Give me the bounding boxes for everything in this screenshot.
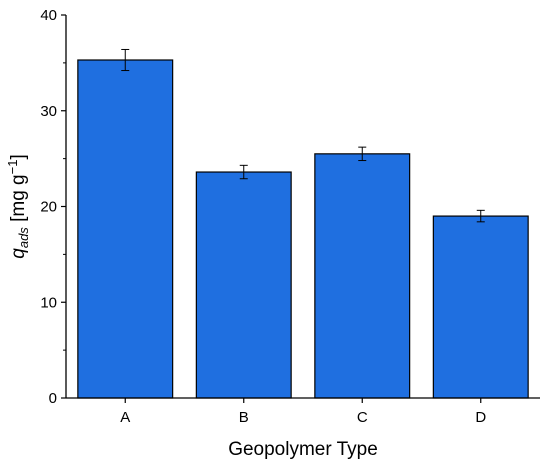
bar-D [432, 215, 529, 399]
error-bar-A [121, 48, 130, 72]
x-tick-label-D: D [475, 409, 486, 426]
y-tick-label-40: 40 [40, 7, 57, 24]
error-bar-B [239, 164, 248, 180]
error-bars [121, 48, 485, 223]
y-tick-label-30: 30 [40, 103, 57, 120]
x-axis-title: Geopolymer Type [228, 439, 378, 460]
y-axis-superscript: −1 [5, 160, 20, 175]
y-axis-subscript: ads [16, 227, 31, 248]
y-tick-label-20: 20 [40, 199, 57, 216]
y-axis-ticks: 0 10 20 30 40 [40, 7, 66, 407]
x-tick-label-A: A [120, 409, 130, 426]
error-bar-D [476, 209, 485, 223]
y-tick-label-10: 10 [40, 294, 57, 311]
y-axis-title: qads [mg g−1] [5, 154, 31, 258]
y-axis-unit-open: [mg g [8, 174, 29, 227]
x-tick-label-C: C [357, 409, 368, 426]
bar-B [195, 171, 292, 399]
plot-area [77, 48, 529, 399]
y-axis-symbol: q [8, 248, 29, 259]
bar-A [77, 59, 174, 399]
x-tick-label-B: B [239, 409, 249, 426]
y-tick-label-0: 0 [49, 390, 57, 407]
bar-C [314, 153, 411, 399]
y-axis-unit-close: ] [8, 154, 29, 159]
bars [77, 59, 529, 399]
x-axis-ticks: A B C D [120, 398, 486, 426]
error-bar-C [358, 146, 367, 162]
